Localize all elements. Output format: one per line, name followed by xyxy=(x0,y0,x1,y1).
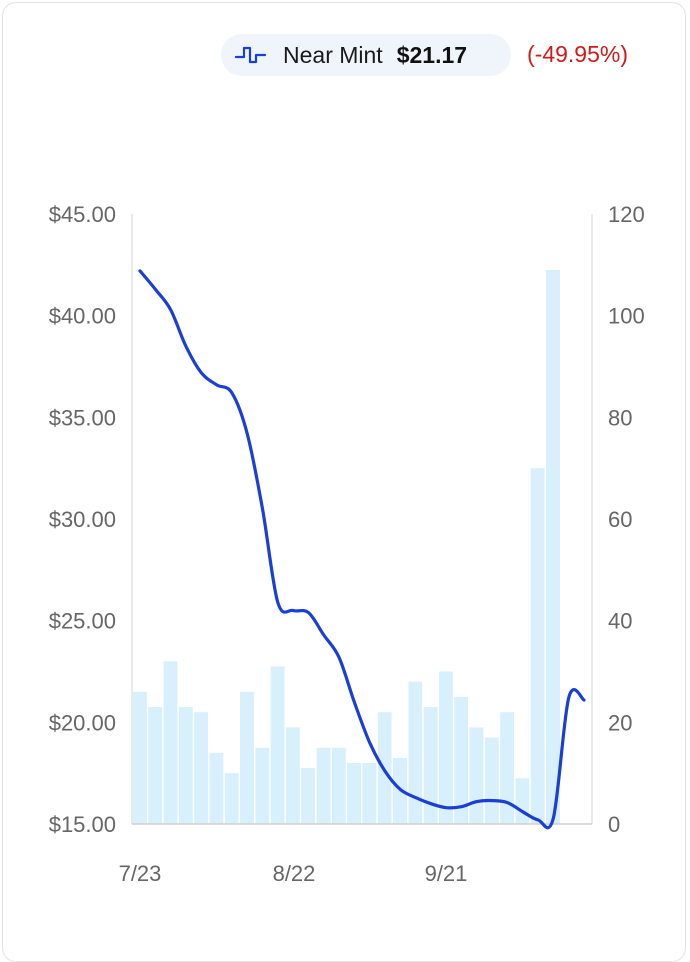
volume-bar xyxy=(530,468,545,824)
volume-bar xyxy=(209,752,224,824)
volume-bar xyxy=(469,727,484,824)
tick-labels: $45.00 $40.00 $35.00 $30.00 $25.00 $20.00 $15.… xyxy=(49,202,645,886)
volume-bar xyxy=(484,737,499,824)
y-left-tick-label: $30.00 xyxy=(49,507,116,532)
legend-series-label: Near Mint xyxy=(283,41,383,68)
volume-bar xyxy=(454,696,469,824)
volume-bar xyxy=(270,666,285,824)
volume-bar xyxy=(362,763,377,824)
volume-bar xyxy=(408,681,423,824)
price-chart: $45.00 $40.00 $35.00 $30.00 $25.00 $20.00 $15.… xyxy=(49,202,645,886)
y-right-tick-label: 100 xyxy=(608,304,645,329)
volume-bar xyxy=(316,747,331,825)
y-right-tick-label: 60 xyxy=(608,507,632,532)
volume-bar xyxy=(148,707,163,824)
volume-bar xyxy=(240,691,254,824)
y-right-tick-label: 120 xyxy=(608,202,645,227)
y-left-tick-label: $40.00 xyxy=(49,304,116,329)
volume-bar xyxy=(546,269,560,824)
x-tick-label: 9/21 xyxy=(425,861,468,886)
y-left-tick-label: $20.00 xyxy=(49,710,116,735)
volume-bar xyxy=(423,707,438,824)
x-tick-label: 7/23 xyxy=(119,861,162,886)
legend-current-price: $21.17 xyxy=(396,41,468,68)
volume-bar xyxy=(331,747,346,825)
near-mint-price-line xyxy=(138,269,586,830)
y-left-tick-label: $25.00 xyxy=(49,609,116,634)
volume-bar xyxy=(178,707,193,824)
price-change-percent: (-49.95%) xyxy=(527,41,628,67)
step-line-icon xyxy=(235,45,267,65)
volume-bar xyxy=(286,727,300,824)
volume-bar xyxy=(500,712,514,824)
volume-bar xyxy=(439,671,453,824)
volume-bar xyxy=(255,747,270,825)
volume-bar xyxy=(163,661,178,824)
volume-bars xyxy=(133,269,560,825)
volume-bar xyxy=(224,773,239,824)
volume-bar xyxy=(133,691,147,824)
y-right-tick-label: 0 xyxy=(608,812,620,837)
y-right-tick-label: 20 xyxy=(608,710,632,735)
volume-bar xyxy=(515,778,530,825)
series-legend[interactable]: Near Mint $21.17 xyxy=(221,34,511,76)
volume-bar xyxy=(194,712,208,824)
y-left-tick-label: $35.00 xyxy=(49,405,116,430)
x-tick-label: 8/22 xyxy=(273,861,316,886)
y-left-tick-label: $45.00 xyxy=(49,202,116,227)
volume-bar xyxy=(347,763,361,824)
y-right-tick-label: 80 xyxy=(608,405,632,430)
y-left-tick-label: $15.00 xyxy=(49,812,116,837)
y-right-tick-label: 40 xyxy=(608,609,632,634)
volume-bar xyxy=(301,768,316,824)
axes xyxy=(131,214,593,825)
